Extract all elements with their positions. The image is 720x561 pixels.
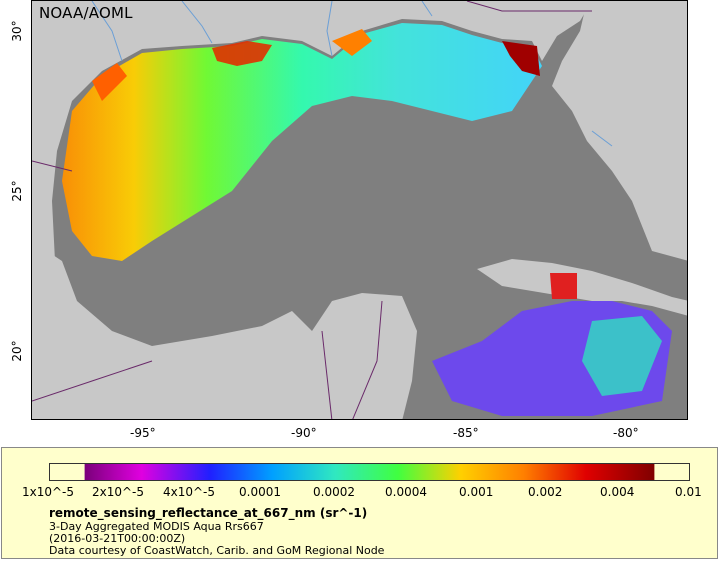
land-north-america — [32, 1, 592, 419]
coastal-high-reflectance — [212, 41, 272, 66]
colorbar-tick-4: 0.0002 — [313, 485, 355, 499]
legend-title: remote_sensing_reflectance_at_667_nm (sr… — [49, 506, 368, 520]
colorbar-tick-9: 0.01 — [675, 485, 702, 499]
lon-tick-95: -95° — [130, 426, 156, 440]
colorbar-tick-2: 4x10^-5 — [163, 485, 216, 499]
lon-tick-80: -80° — [613, 426, 639, 440]
river-lines — [91, 1, 613, 147]
colorbar — [49, 463, 690, 481]
colorbar-tick-6: 0.001 — [459, 485, 494, 499]
map-canvas — [32, 1, 687, 419]
political-borders — [32, 1, 592, 419]
legend-credit: Data courtesy of CoastWatch, Carib. and … — [49, 544, 385, 557]
colorbar-tick-3: 0.0001 — [239, 485, 281, 499]
colorbar-tick-8: 0.004 — [600, 485, 635, 499]
land-mexico — [32, 241, 417, 419]
land-cuba — [477, 259, 687, 316]
lon-tick-90: -90° — [291, 426, 317, 440]
colorbar-tick-0: 1x10^-5 — [22, 485, 75, 499]
watermark: NOAA/AOML — [39, 4, 133, 22]
map-frame: NOAA/AOML — [31, 0, 688, 420]
shelf-data-north — [62, 23, 542, 261]
legend-panel: 1x10^-5 2x10^-5 4x10^-5 0.0001 0.0002 0.… — [1, 447, 718, 559]
colorbar-tick-1: 2x10^-5 — [92, 485, 145, 499]
colorbar-tick-5: 0.0004 — [385, 485, 427, 499]
lat-tick-20: 20° — [10, 340, 24, 362]
legend-dataset: 3-Day Aggregated MODIS Aqua Rrs667 — [49, 520, 264, 533]
legend-time: (2016-03-21T00:00:00Z) — [49, 532, 186, 545]
lat-tick-30: 30° — [10, 20, 24, 42]
land-florida — [552, 1, 687, 261]
lon-tick-85: -85° — [453, 426, 479, 440]
lat-tick-25: 25° — [10, 180, 24, 202]
colorbar-tick-7: 0.002 — [528, 485, 563, 499]
